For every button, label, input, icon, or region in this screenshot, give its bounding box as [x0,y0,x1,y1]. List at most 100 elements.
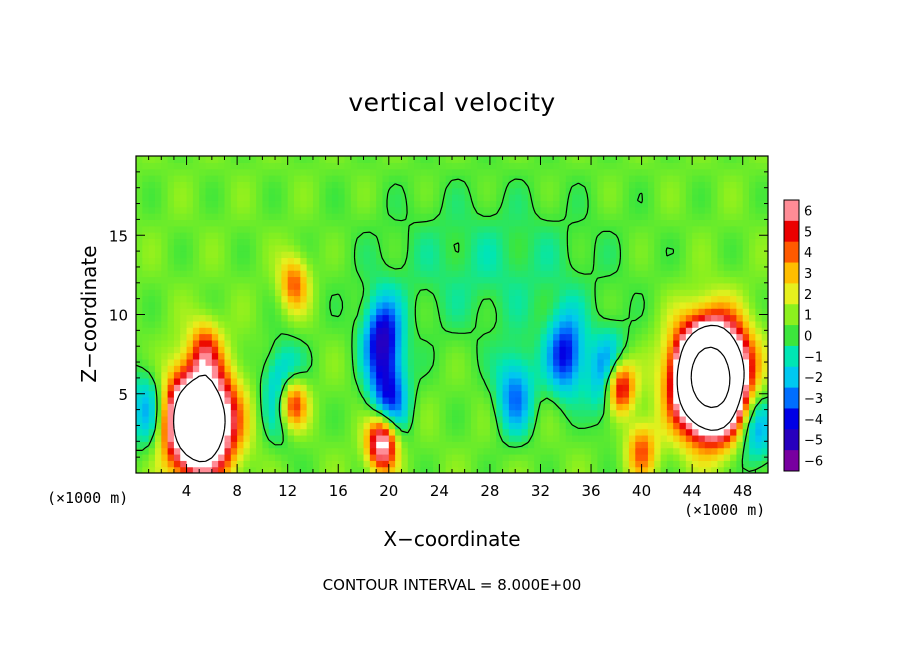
field-cell [369,162,377,170]
field-cell [148,403,156,411]
field-cell [483,168,491,176]
field-cell [736,282,744,290]
field-cell [464,466,472,473]
field-cell [527,263,535,271]
field-cell [597,409,605,417]
field-cell [622,308,630,316]
field-cell [237,225,245,233]
field-cell [319,428,327,436]
field-cell [723,365,731,373]
field-cell [167,308,175,316]
field-cell [584,282,592,290]
field-cell [363,225,371,233]
field-cell [489,206,497,214]
field-cell [224,422,232,430]
field-cell [331,251,339,259]
field-cell [420,175,428,182]
field-cell [470,396,478,404]
field-cell [660,219,668,227]
field-cell [679,403,687,411]
field-cell [628,320,636,328]
field-cell [363,263,371,271]
field-cell [483,371,491,379]
field-cell [616,466,624,473]
field-cell [540,441,548,449]
field-cell [395,225,403,233]
field-cell [230,213,238,220]
field-cell [148,428,156,436]
field-cell [338,409,346,417]
field-cell [256,251,263,259]
field-cell [401,371,409,379]
field-cell [692,365,700,373]
field-cell [496,282,504,290]
field-cell [268,308,276,316]
field-cell [369,187,377,195]
field-cell [199,251,207,259]
field-cell [281,403,289,411]
field-cell [673,257,681,265]
field-cell [243,333,251,341]
field-cell [407,263,415,271]
field-cell [572,460,579,468]
field-cell [161,352,169,360]
field-cell [331,238,339,246]
field-cell [685,428,693,436]
field-cell [382,244,390,252]
field-cell [534,168,542,176]
field-cell [338,257,346,265]
field-cell [249,441,257,449]
field-cell [458,232,466,240]
field-cell [388,409,396,417]
field-cell [508,282,516,290]
field-cell [445,219,453,227]
field-cell [262,257,270,265]
field-cell [357,194,365,201]
field-cell [527,238,535,246]
field-cell [622,238,630,246]
field-cell [294,187,301,195]
field-cell [723,168,731,176]
field-cell [369,339,377,347]
field-cell [433,428,440,436]
field-cell [591,276,598,284]
field-cell [483,263,491,271]
field-cell [527,244,535,252]
field-cell [635,156,643,163]
field-cell [717,352,725,360]
field-cell [161,244,169,252]
field-cell [717,168,725,176]
field-cell [243,365,251,373]
field-cell [331,194,339,201]
field-cell [268,175,276,182]
field-cell [192,289,200,297]
field-cell [344,346,352,354]
field-cell [414,295,421,303]
field-cell [268,238,276,246]
field-cell [167,232,175,240]
field-cell [742,384,750,392]
field-cell [698,327,706,335]
field-cell [458,441,466,449]
field-cell [401,251,409,259]
field-cell [376,346,384,354]
field-cell [521,434,529,442]
field-cell [262,415,270,423]
field-cell [660,295,668,303]
field-cell [211,251,219,259]
field-cell [502,466,510,473]
field-cell [654,270,662,278]
field-cell [350,289,358,297]
field-cell [496,365,504,373]
field-cell [224,352,232,360]
field-cell [439,434,447,442]
field-cell [578,352,586,360]
field-cell [268,282,276,290]
field-cell [755,384,763,392]
field-cell [401,219,409,227]
field-cell [660,213,668,220]
field-cell [521,187,529,195]
field-cell [489,225,497,233]
field-cell [205,314,213,322]
field-cell [224,295,232,303]
